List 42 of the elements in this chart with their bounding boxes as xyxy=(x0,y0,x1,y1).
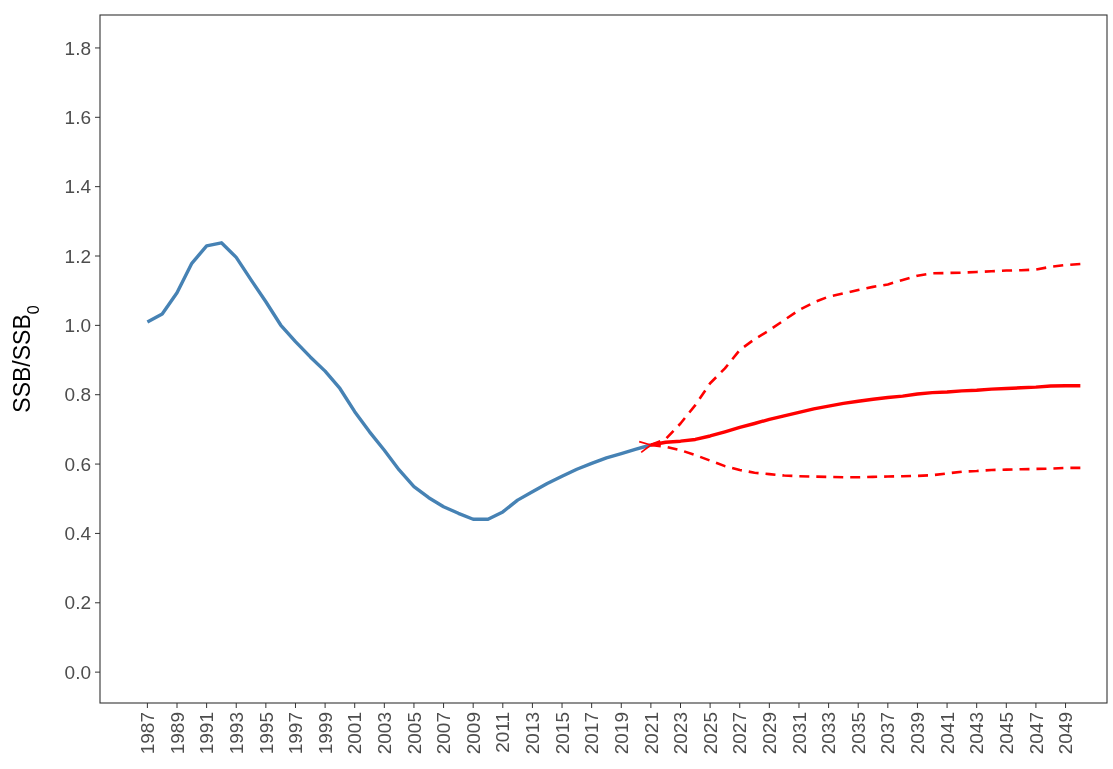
x-tick-label: 2009 xyxy=(462,712,484,755)
y-tick-label: 0.4 xyxy=(64,523,92,545)
y-tick-label: 0.0 xyxy=(64,661,91,683)
x-tick-label: 2047 xyxy=(1025,712,1047,755)
x-tick-label: 2049 xyxy=(1055,712,1077,755)
x-tick-label: 2011 xyxy=(492,712,514,753)
x-tick-label: 1989 xyxy=(166,712,188,755)
y-tick-label: 1.0 xyxy=(64,315,91,337)
x-tick-label: 2025 xyxy=(699,712,721,755)
x-tick-label: 2043 xyxy=(966,712,988,755)
x-tick-label: 1997 xyxy=(285,712,307,755)
x-tick-label: 2031 xyxy=(788,712,810,755)
y-tick-label: 1.8 xyxy=(64,37,91,59)
x-tick-label: 2005 xyxy=(403,712,425,755)
y-tick-label: 0.8 xyxy=(64,384,91,406)
y-tick-label: 1.4 xyxy=(64,176,92,198)
x-tick-label: 2045 xyxy=(995,712,1017,755)
x-tick-label: 1991 xyxy=(196,712,218,755)
x-tick-label: 2039 xyxy=(907,712,929,755)
x-tick-label: 2013 xyxy=(522,712,544,755)
x-tick-label: 1999 xyxy=(314,712,336,755)
x-tick-label: 1987 xyxy=(137,712,159,755)
x-tick-label: 1993 xyxy=(225,712,247,755)
x-tick-label: 2023 xyxy=(670,712,692,755)
x-tick-label: 2003 xyxy=(373,712,395,755)
y-tick-label: 0.2 xyxy=(64,592,91,614)
x-tick-label: 2001 xyxy=(344,712,366,755)
x-tick-label: 2041 xyxy=(936,712,958,755)
x-tick-label: 2033 xyxy=(818,712,840,755)
x-tick-label: 2017 xyxy=(581,712,603,755)
x-tick-label: 1995 xyxy=(255,712,277,755)
x-tick-label: 2029 xyxy=(759,712,781,755)
y-tick-label: 1.6 xyxy=(64,106,91,128)
x-tick-label: 2037 xyxy=(877,712,899,755)
x-tick-label: 2019 xyxy=(610,712,632,755)
x-tick-label: 2015 xyxy=(551,712,573,755)
x-tick-label: 2035 xyxy=(847,712,869,755)
y-tick-label: 1.2 xyxy=(64,245,91,267)
y-tick-label: 0.6 xyxy=(64,453,91,475)
x-tick-label: 2021 xyxy=(640,712,662,755)
x-tick-label: 2027 xyxy=(729,712,751,755)
x-tick-label: 2007 xyxy=(433,712,455,755)
